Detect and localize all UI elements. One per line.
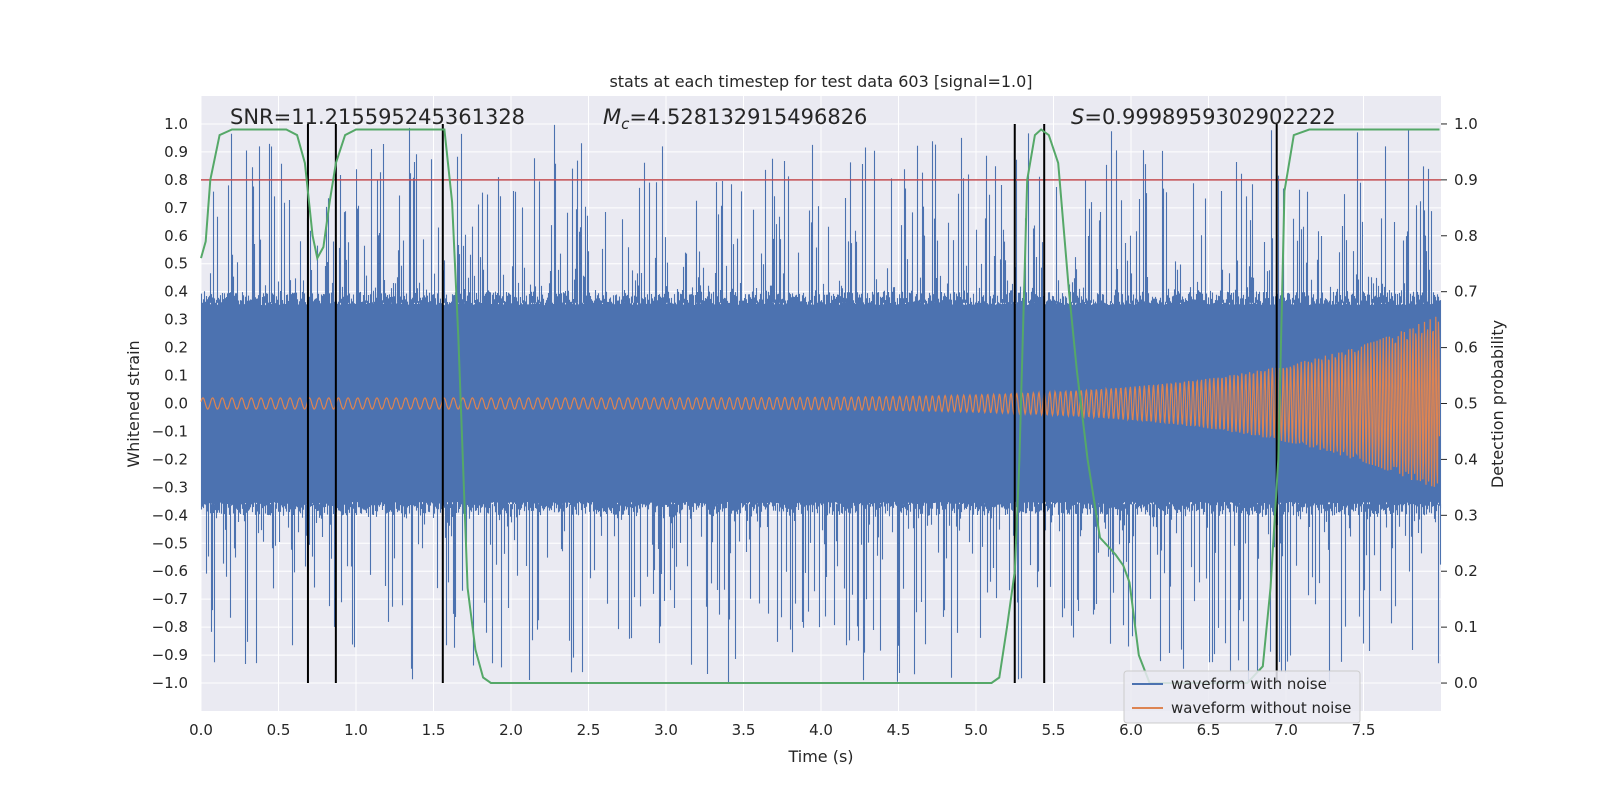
- y-tick-label: 0.0: [164, 395, 188, 413]
- y-tick-label: −0.5: [152, 534, 188, 552]
- y-tick-label: 0.2: [164, 339, 188, 357]
- y-tick-label: −0.4: [152, 506, 188, 524]
- y-tick-label: 0.5: [164, 255, 188, 273]
- legend-box: [1123, 670, 1361, 724]
- y-right-tick-label: 0.4: [1454, 450, 1478, 468]
- x-tick-label: 3.5: [732, 721, 756, 739]
- x-tick-label: 4.0: [809, 721, 833, 739]
- y-tick-label: −0.7: [152, 590, 188, 608]
- y-axis-left-label: Whitened strain: [124, 340, 143, 467]
- y-tick-label: −0.3: [152, 478, 188, 496]
- y-right-tick-label: 1.0: [1454, 115, 1478, 133]
- y-right-tick-label: 0.5: [1454, 395, 1478, 413]
- x-tick-label: 0.0: [189, 721, 213, 739]
- x-tick-label: 0.5: [267, 721, 291, 739]
- chirp-mass-annotation: Mc=4.528132915496826: [603, 105, 867, 133]
- score-symbol: S: [1071, 105, 1084, 129]
- chirp-mass-value: =4.528132915496826: [629, 105, 867, 129]
- y-right-tick-label: 0.6: [1454, 339, 1478, 357]
- y-right-tick-label: 0.3: [1454, 506, 1478, 524]
- snr-annotation: SNR=11.215595245361328: [230, 105, 525, 129]
- y-tick-label: 0.8: [164, 171, 188, 189]
- y-tick-label: −0.6: [152, 562, 188, 580]
- chart-title: stats at each timestep for test data 603…: [609, 72, 1032, 91]
- x-axis-label: Time (s): [787, 747, 853, 766]
- y-right-tick-label: 0.2: [1454, 562, 1478, 580]
- x-tick-label: 5.5: [1042, 721, 1066, 739]
- score-value: =0.9998959302902222: [1084, 105, 1335, 129]
- x-tick-label: 7.0: [1274, 721, 1298, 739]
- x-tick-label: 6.5: [1197, 721, 1221, 739]
- x-tick-label: 3.0: [654, 721, 678, 739]
- y-tick-label: −0.9: [152, 646, 188, 664]
- waveform-without-noise-series: [200, 316, 1441, 487]
- y-right-tick-label: 0.0: [1454, 674, 1478, 692]
- y-tick-label: 0.6: [164, 227, 188, 245]
- y-tick-label: −0.8: [152, 618, 188, 636]
- y-tick-label: −1.0: [152, 674, 188, 692]
- y-axis-right-ticks: 1.0 0.9 0.8 0.7 0.6 0.5 0.4 0.3 0.2 0.1 0.0: [1441, 115, 1478, 692]
- legend: waveform with noise waveform without noi…: [1123, 670, 1361, 724]
- y-axis-left-ticks: 1.0 0.9 0.8 0.7 0.6 0.5 0.4 0.3 0.2 0.1 0.0 −0.1 −0.…: [152, 115, 188, 692]
- y-tick-label: 0.3: [164, 311, 188, 329]
- legend-label-clean: waveform without noise: [1171, 699, 1351, 717]
- y-right-tick-label: 0.8: [1454, 227, 1478, 245]
- x-tick-label: 6.0: [1119, 721, 1143, 739]
- noise-spikes: [203, 124, 1442, 683]
- y-axis-right-label: Detection probability: [1488, 320, 1507, 488]
- y-tick-label: −0.1: [152, 422, 188, 440]
- x-tick-label: 2.0: [499, 721, 523, 739]
- y-tick-label: 1.0: [164, 115, 188, 133]
- vertical-markers: [306, 123, 1278, 684]
- y-right-tick-label: 0.9: [1454, 171, 1478, 189]
- x-tick-label: 5.0: [964, 721, 988, 739]
- x-tick-label: 4.5: [887, 721, 911, 739]
- x-tick-label: 7.5: [1352, 721, 1376, 739]
- y-tick-label: 0.7: [164, 199, 188, 217]
- x-tick-label: 1.5: [422, 721, 446, 739]
- chirp-mass-subscript: c: [621, 115, 630, 133]
- y-tick-label: 0.4: [164, 283, 188, 301]
- y-right-tick-label: 0.7: [1454, 283, 1478, 301]
- x-tick-label: 1.0: [344, 721, 368, 739]
- y-tick-label: 0.1: [164, 367, 188, 385]
- clean-waveform-path: [200, 316, 1441, 487]
- y-right-tick-label: 0.1: [1454, 618, 1478, 636]
- chirp-mass-symbol: M: [603, 105, 621, 129]
- x-tick-label: 2.5: [577, 721, 601, 739]
- x-axis-ticks: 0.0 0.5 1.0 1.5 2.0 2.5 3.0 3.5 4.0 4.5 5.0 5.5 6.0 6…: [189, 721, 1375, 739]
- y-tick-label: 0.9: [164, 143, 188, 161]
- legend-label-noise: waveform with noise: [1171, 675, 1327, 693]
- y-tick-label: −0.2: [152, 450, 188, 468]
- score-annotation: S=0.9998959302902222: [1071, 105, 1336, 129]
